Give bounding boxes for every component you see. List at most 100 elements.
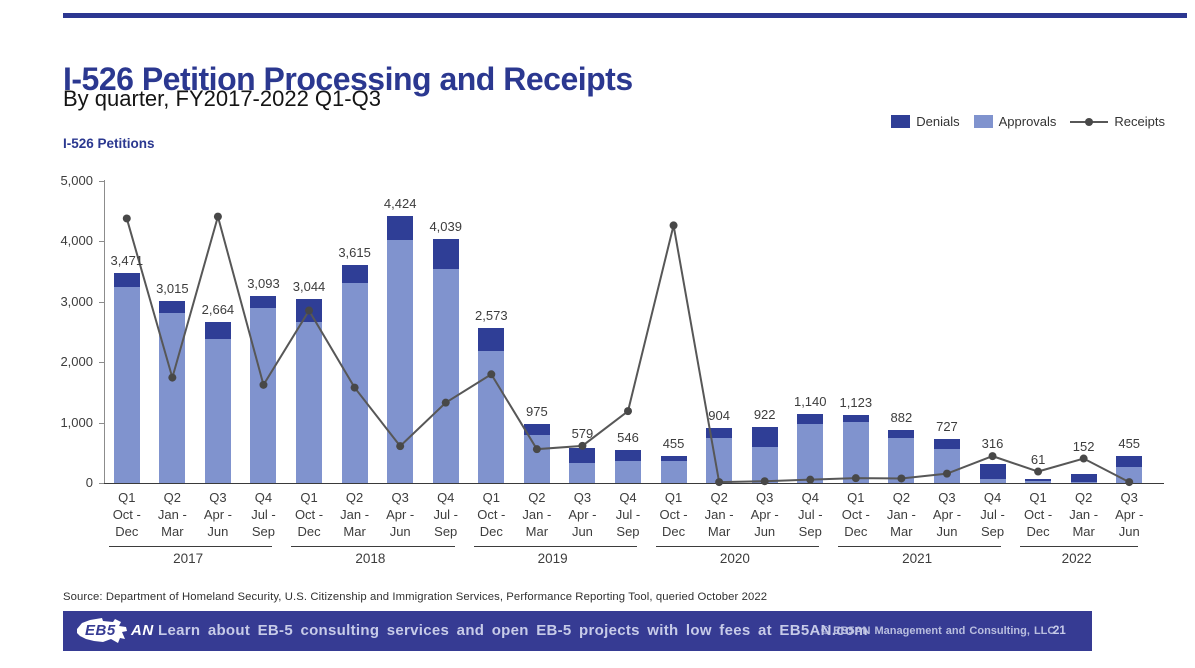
year-group-label: 2018 <box>355 551 386 566</box>
receipts-marker <box>806 475 815 484</box>
bar-segment-approvals <box>751 447 778 483</box>
bar-segment-approvals <box>204 338 231 483</box>
bar-segment-approvals <box>979 478 1006 483</box>
bar-total-label: 3,615 <box>338 244 371 260</box>
bar-total-label: 455 <box>662 435 685 451</box>
receipts-marker <box>213 212 222 221</box>
y-tick-mark <box>99 181 104 182</box>
x-tick-label: Q1 Oct - Dec <box>294 490 324 539</box>
bar-total-label: 4,424 <box>383 195 417 211</box>
bar-segment-denials <box>1070 473 1097 483</box>
bar-segment-denials <box>204 322 231 339</box>
y-tick-label: 3,000 <box>60 293 93 309</box>
legend-label-approvals: Approvals <box>998 114 1057 129</box>
bar-segment-denials <box>341 264 368 284</box>
receipts-marker <box>305 306 314 315</box>
year-group-label: 2021 <box>902 551 933 566</box>
chart-axis-title: I-526 Petitions <box>63 136 155 151</box>
receipts-line-marker-icon <box>1070 115 1109 128</box>
bar-total-label: 1,123 <box>839 395 873 411</box>
receipts-marker <box>168 373 177 382</box>
page-title: I-526 Petition Processing and Receipts <box>63 61 633 98</box>
x-tick-label: Q2 Jan - Mar <box>704 490 734 539</box>
bar-segment-denials <box>979 463 1006 479</box>
bar-total-label: 546 <box>617 430 639 446</box>
x-tick-label: Q1 Oct - Dec <box>477 490 506 539</box>
bar-total-label: 3,471 <box>110 253 144 269</box>
y-tick-mark <box>99 241 104 243</box>
receipts-marker <box>350 383 359 392</box>
bar-total-label: 4,039 <box>429 219 462 235</box>
bar-segment-approvals <box>615 460 641 483</box>
y-tick-label: 4,000 <box>60 233 93 249</box>
footer-message: Learn about EB-5 consulting services and… <box>158 622 868 639</box>
y-tick-mark <box>99 483 104 484</box>
x-tick-label: Q3 Apr - Jun <box>386 490 415 539</box>
page-subtitle: By quarter, FY2017-2022 Q1-Q3 <box>63 86 381 111</box>
x-tick-label: Q4 Jul - Sep <box>251 490 276 539</box>
legend-item-approvals: Approvals <box>973 114 1057 129</box>
year-group-label: 2020 <box>719 551 750 566</box>
x-tick-label: Q2 Jan - Mar <box>340 490 370 539</box>
year-group-line <box>109 546 273 547</box>
y-tick-mark <box>99 362 104 364</box>
x-tick-label: Q2 Jan - Mar <box>522 490 552 539</box>
receipts-marker <box>259 380 268 389</box>
bar-segment-denials <box>842 415 869 422</box>
bar-segment-denials <box>1025 479 1052 482</box>
bar-total-label: 3,093 <box>247 276 280 292</box>
bar-segment-denials <box>615 450 641 461</box>
eb5an-logo-eb5-text: EB5 <box>85 622 116 639</box>
bar-segment-denials <box>478 327 505 351</box>
bar-total-label: 882 <box>890 409 913 425</box>
receipts-marker <box>1034 467 1043 476</box>
receipts-line <box>122 212 1134 487</box>
bar-total-label: 3,044 <box>292 279 326 295</box>
x-tick-label: Q2 Jan - Mar <box>157 490 187 539</box>
receipts-marker <box>1125 478 1134 487</box>
x-tick-label: Q2 Jan - Mar <box>886 490 916 539</box>
receipts-marker <box>624 407 632 416</box>
x-tick-label: Q4 Jul - Sep <box>980 490 1005 539</box>
year-group-label: 2022 <box>1061 551 1092 566</box>
x-tick-label: Q3 Apr - Jun <box>750 490 779 539</box>
x-tick-label: Q1 Oct - Dec <box>1023 490 1053 539</box>
receipts-marker <box>396 442 405 451</box>
chart-legend: Denials Approvals Receipts <box>891 114 1165 129</box>
bar-segment-denials <box>523 424 550 435</box>
bar-total-label: 922 <box>753 407 776 423</box>
year-group-label: 2019 <box>537 551 568 566</box>
bar-total-label: 727 <box>936 419 958 435</box>
bar-total-label: 579 <box>571 425 594 441</box>
legend-label-receipts: Receipts <box>1114 114 1165 129</box>
receipts-marker <box>441 398 450 407</box>
bar-segment-approvals <box>341 283 368 483</box>
bar-segment-approvals <box>113 286 140 483</box>
bar-segment-approvals <box>1025 481 1052 483</box>
bar-segment-denials <box>797 414 824 425</box>
receipts-marker <box>851 474 860 483</box>
receipts-marker <box>897 474 906 483</box>
year-group-line <box>291 546 455 547</box>
receipts-marker <box>669 221 678 230</box>
bar-total-label: 152 <box>1072 438 1095 454</box>
y-tick-mark <box>99 301 104 303</box>
bar-total-label: 2,573 <box>475 307 508 323</box>
year-group-line <box>1020 546 1138 547</box>
x-tick-label: Q3 Apr - Jun <box>1115 490 1144 539</box>
bar-total-label: 61 <box>1030 451 1046 467</box>
bar-total-label: 316 <box>981 436 1004 452</box>
bar-segment-approvals <box>660 460 687 483</box>
bar-segment-denials <box>113 273 140 287</box>
receipts-marker <box>1079 454 1088 463</box>
year-group-line <box>655 546 820 547</box>
bar-total-label: 2,664 <box>201 302 235 318</box>
bar-segment-denials <box>888 429 915 439</box>
year-group-label: 2017 <box>173 551 204 566</box>
x-tick-label: Q1 Oct - Dec <box>659 490 688 539</box>
y-tick-label: 2,000 <box>60 354 93 370</box>
legend-item-receipts: Receipts <box>1070 114 1165 129</box>
bar-total-label: 975 <box>526 404 548 420</box>
legend-label-denials: Denials <box>916 114 960 129</box>
usa-map-icon <box>77 618 127 643</box>
